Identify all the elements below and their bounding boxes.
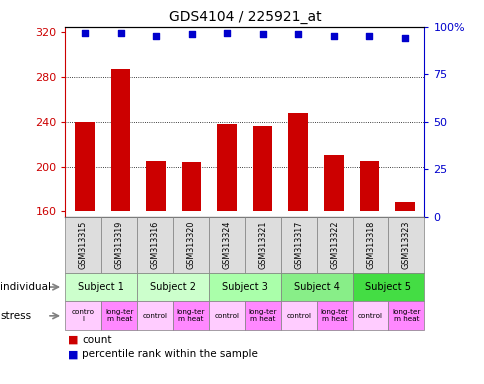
Text: long-ter
m heat: long-ter m heat: [177, 310, 205, 322]
Text: GSM313319: GSM313319: [115, 221, 123, 269]
Bar: [146, 161, 166, 211]
Text: Subject 5: Subject 5: [365, 282, 410, 292]
Bar: [252, 126, 272, 211]
Text: count: count: [82, 335, 112, 345]
Bar: [323, 156, 343, 211]
Text: stress: stress: [0, 311, 31, 321]
Title: GDS4104 / 225921_at: GDS4104 / 225921_at: [168, 10, 320, 25]
Bar: [359, 161, 378, 211]
Point: [329, 33, 337, 40]
Text: percentile rank within the sample: percentile rank within the sample: [82, 349, 258, 359]
Text: ■: ■: [68, 349, 78, 359]
Text: Subject 3: Subject 3: [222, 282, 267, 292]
Text: control: control: [357, 313, 382, 319]
Point: [187, 31, 195, 38]
Bar: [217, 124, 237, 211]
Text: long-ter
m heat: long-ter m heat: [320, 310, 348, 322]
Text: control: control: [142, 313, 167, 319]
Point: [294, 31, 302, 38]
Text: control: control: [286, 313, 311, 319]
Point: [364, 33, 372, 40]
Text: long-ter
m heat: long-ter m heat: [248, 310, 276, 322]
Bar: [75, 122, 94, 211]
Bar: [394, 202, 414, 211]
Text: GSM313315: GSM313315: [79, 221, 88, 269]
Point: [258, 31, 266, 38]
Text: GSM313318: GSM313318: [365, 221, 374, 269]
Text: GSM313323: GSM313323: [401, 221, 410, 269]
Text: GSM313324: GSM313324: [222, 221, 231, 269]
Text: GSM313321: GSM313321: [258, 221, 267, 269]
Bar: [182, 162, 201, 211]
Text: contro
l: contro l: [72, 310, 95, 322]
Text: long-ter
m heat: long-ter m heat: [105, 310, 133, 322]
Bar: [288, 113, 307, 211]
Point: [81, 30, 89, 36]
Text: GSM313320: GSM313320: [186, 221, 195, 269]
Text: Subject 4: Subject 4: [293, 282, 339, 292]
Point: [152, 33, 160, 40]
Point: [117, 30, 124, 36]
Bar: [110, 70, 130, 211]
Text: GSM313322: GSM313322: [330, 220, 338, 269]
Text: Subject 2: Subject 2: [150, 282, 196, 292]
Point: [223, 30, 230, 36]
Point: [400, 35, 408, 41]
Text: ■: ■: [68, 335, 78, 345]
Text: GSM313317: GSM313317: [294, 221, 302, 269]
Text: long-ter
m heat: long-ter m heat: [392, 310, 420, 322]
Text: control: control: [214, 313, 239, 319]
Text: Subject 1: Subject 1: [78, 282, 124, 292]
Text: GSM313316: GSM313316: [151, 221, 159, 269]
Text: individual: individual: [0, 282, 51, 292]
